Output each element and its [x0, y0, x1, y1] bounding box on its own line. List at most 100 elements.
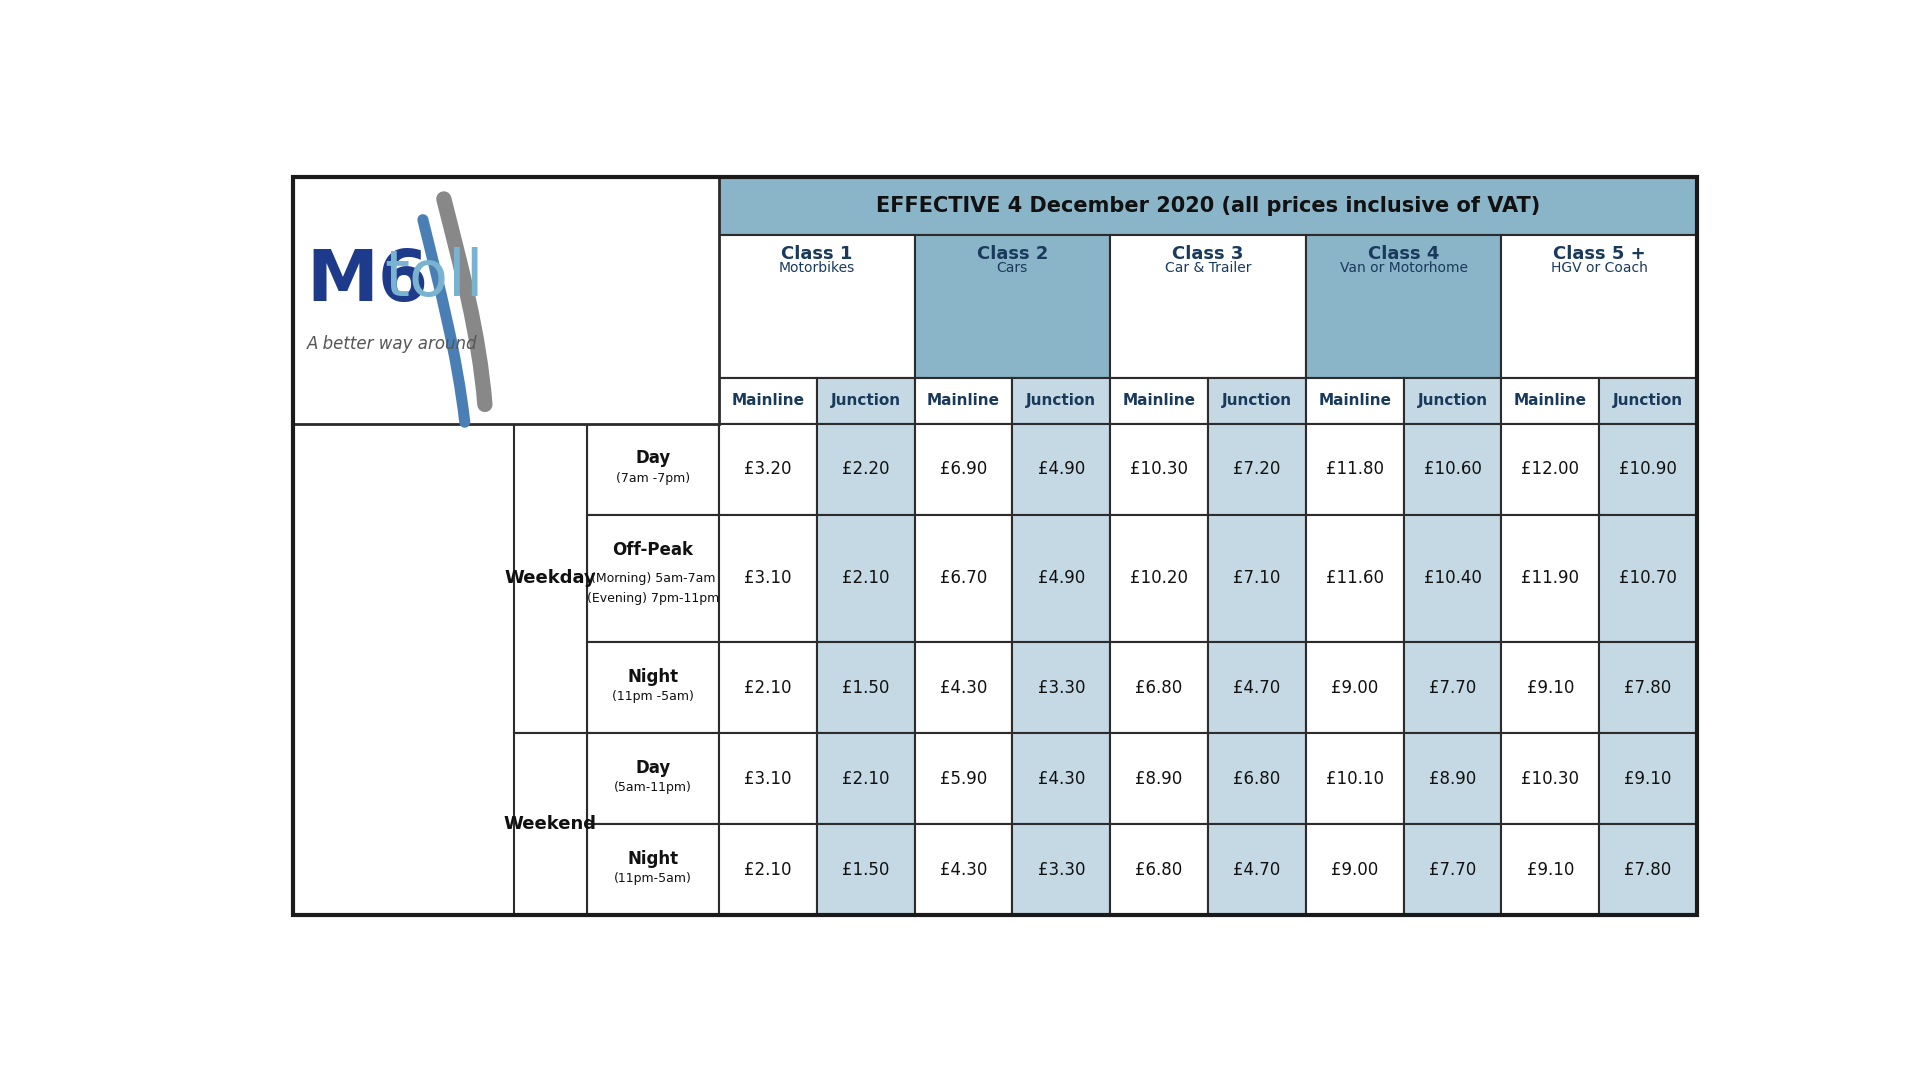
Bar: [1012, 515, 1110, 643]
Bar: [914, 423, 1012, 515]
Bar: [816, 824, 914, 915]
Text: £6.90: £6.90: [939, 460, 987, 478]
Text: Weekend: Weekend: [503, 815, 597, 833]
Bar: [588, 423, 718, 515]
Bar: [588, 733, 718, 824]
Text: £3.20: £3.20: [745, 460, 791, 478]
Text: £1.50: £1.50: [843, 678, 889, 697]
Text: Cars: Cars: [996, 261, 1027, 274]
Text: £4.30: £4.30: [1037, 770, 1085, 787]
Text: £9.10: £9.10: [1624, 770, 1672, 787]
Text: £11.90: £11.90: [1521, 569, 1580, 588]
Text: £5.90: £5.90: [939, 770, 987, 787]
Bar: [1404, 378, 1501, 423]
Bar: [1012, 824, 1110, 915]
Text: Class 3: Class 3: [1173, 244, 1244, 262]
Text: £4.90: £4.90: [1037, 569, 1085, 588]
Bar: [1501, 643, 1599, 733]
Bar: [588, 824, 718, 915]
Bar: [1404, 515, 1501, 643]
Text: Class 2: Class 2: [977, 244, 1048, 262]
Text: £10.90: £10.90: [1619, 460, 1676, 478]
Text: Weekday: Weekday: [505, 569, 597, 588]
Bar: [1306, 235, 1501, 378]
Bar: [1501, 378, 1599, 423]
Text: £2.10: £2.10: [841, 770, 889, 787]
Bar: [513, 423, 588, 733]
Bar: [1208, 515, 1306, 643]
Text: £10.30: £10.30: [1131, 460, 1188, 478]
Text: £6.70: £6.70: [939, 569, 987, 588]
Text: Mainline: Mainline: [927, 393, 1000, 408]
Text: £7.20: £7.20: [1233, 460, 1281, 478]
Text: £6.80: £6.80: [1135, 861, 1183, 878]
Text: Mainline: Mainline: [732, 393, 804, 408]
Bar: [292, 177, 1697, 915]
Bar: [1501, 733, 1599, 824]
Bar: [1208, 824, 1306, 915]
Bar: [1599, 733, 1697, 824]
Text: £4.70: £4.70: [1233, 678, 1281, 697]
Bar: [914, 733, 1012, 824]
Text: Van or Motorhome: Van or Motorhome: [1340, 261, 1467, 274]
Bar: [1012, 733, 1110, 824]
Text: £9.00: £9.00: [1331, 678, 1379, 697]
Bar: [1599, 423, 1697, 515]
Bar: [1110, 423, 1208, 515]
Text: (11pm -5am): (11pm -5am): [612, 690, 693, 703]
Bar: [1599, 824, 1697, 915]
Text: (7am -7pm): (7am -7pm): [616, 472, 689, 485]
Text: M6: M6: [307, 246, 428, 315]
Bar: [1208, 378, 1306, 423]
Text: £7.10: £7.10: [1233, 569, 1281, 588]
Text: Junction: Junction: [1417, 393, 1488, 408]
Text: £10.20: £10.20: [1131, 569, 1188, 588]
Bar: [1110, 824, 1208, 915]
Bar: [1208, 733, 1306, 824]
Text: Junction: Junction: [1025, 393, 1096, 408]
Text: £10.60: £10.60: [1423, 460, 1482, 478]
Bar: [718, 824, 816, 915]
Text: £8.90: £8.90: [1428, 770, 1476, 787]
Text: £4.30: £4.30: [939, 678, 987, 697]
Text: £2.20: £2.20: [841, 460, 889, 478]
Bar: [1110, 643, 1208, 733]
Bar: [1012, 423, 1110, 515]
Bar: [816, 515, 914, 643]
Bar: [588, 643, 718, 733]
Text: £3.10: £3.10: [745, 770, 791, 787]
Bar: [513, 733, 588, 915]
Bar: [1012, 378, 1110, 423]
Text: £3.10: £3.10: [745, 569, 791, 588]
Bar: [816, 733, 914, 824]
Bar: [1404, 733, 1501, 824]
Text: (5am-11pm): (5am-11pm): [614, 781, 691, 794]
Text: A better way around: A better way around: [307, 335, 478, 353]
Text: HGV or Coach: HGV or Coach: [1551, 261, 1647, 274]
Bar: [292, 177, 513, 915]
Bar: [1208, 643, 1306, 733]
Text: £4.90: £4.90: [1037, 460, 1085, 478]
Bar: [1599, 378, 1697, 423]
Bar: [914, 643, 1012, 733]
Text: £9.10: £9.10: [1526, 678, 1574, 697]
Text: £3.30: £3.30: [1037, 678, 1085, 697]
Text: £10.70: £10.70: [1619, 569, 1676, 588]
Bar: [816, 423, 914, 515]
Bar: [914, 378, 1012, 423]
Bar: [816, 378, 914, 423]
Bar: [1306, 378, 1404, 423]
Bar: [1110, 378, 1208, 423]
Bar: [1306, 643, 1404, 733]
Text: Car & Trailer: Car & Trailer: [1165, 261, 1252, 274]
Text: £6.80: £6.80: [1135, 678, 1183, 697]
Bar: [1404, 824, 1501, 915]
Bar: [816, 643, 914, 733]
Bar: [1599, 643, 1697, 733]
Text: £1.50: £1.50: [843, 861, 889, 878]
Bar: [718, 423, 816, 515]
Bar: [588, 515, 718, 643]
Bar: [1110, 235, 1306, 378]
Text: Class 4: Class 4: [1367, 244, 1440, 262]
Text: Mainline: Mainline: [1123, 393, 1196, 408]
